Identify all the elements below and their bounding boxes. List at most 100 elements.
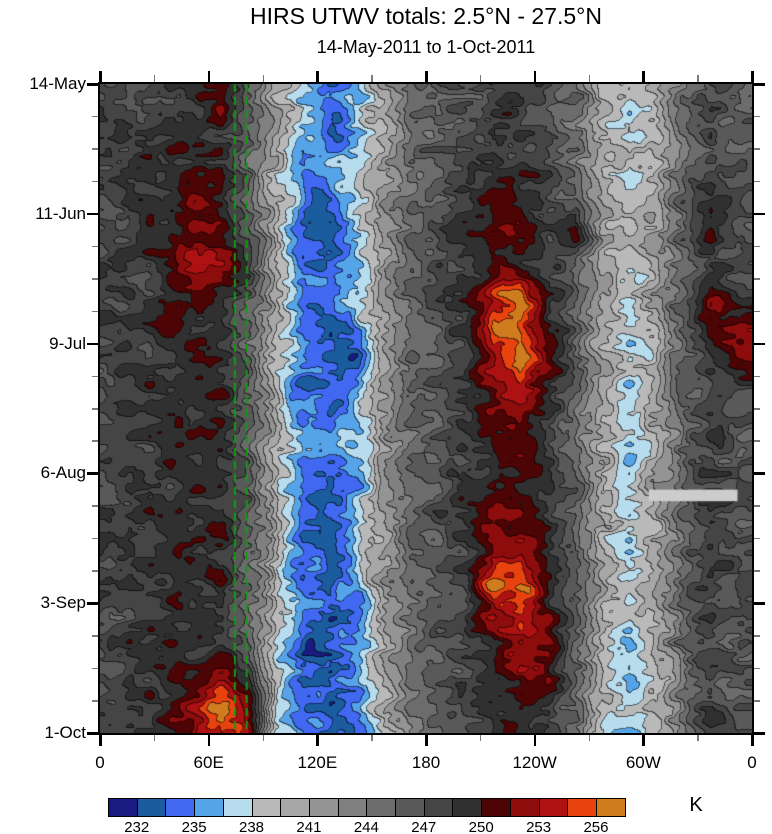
y-minor-tick-right [753,115,760,118]
y-major-tick-left [87,472,98,475]
y-major-tick-right [754,342,765,346]
y-minor-tick-left [92,667,99,670]
x-minor-tick-top [262,75,264,82]
y-minor-tick-right [753,635,760,637]
y-minor-tick-right [753,570,760,572]
x-tick-label: 60W [625,753,661,772]
y-minor-tick-left [92,310,99,313]
x-major-tick-bottom [99,735,102,746]
y-minor-tick-left [92,115,99,118]
x-minor-tick-top [479,75,482,82]
colorbar-tick-label: 256 [583,819,609,834]
x-minor-tick-top [588,75,590,82]
colorbar-segment [395,798,425,817]
y-minor-tick-right [753,667,760,670]
colorbar-segment [481,798,511,817]
x-tick-label: 0 [95,753,105,772]
x-major-tick-bottom [425,735,428,746]
colorbar-segment [137,798,166,817]
y-minor-tick-right [753,278,760,280]
y-major-tick-left [87,83,98,86]
colorbar-unit-label: K [689,794,703,816]
x-tick-label: 60E [193,753,224,772]
x-minor-tick-bottom [588,734,590,741]
y-major-tick-right [754,602,765,605]
colorbar-tick-label: 247 [411,819,437,834]
x-minor-tick-bottom [153,734,156,741]
colorbar-tick-label: 250 [468,819,494,834]
colorbar-tick-label: 238 [239,819,265,834]
x-major-tick-top [316,71,319,82]
y-major-tick-right [754,212,765,216]
colorbar-tick-label: 244 [353,819,379,834]
colorbar-segment [223,798,253,817]
colorbar-segment [567,798,597,817]
x-major-tick-top [751,71,754,82]
y-minor-tick-left [92,700,99,702]
y-minor-tick-right [753,440,760,442]
y-minor-tick-left [92,505,99,507]
y-minor-tick-right [753,180,760,183]
y-minor-tick-left [92,180,99,183]
y-minor-tick-right [753,245,760,248]
y-minor-tick-left [92,635,99,637]
y-minor-tick-left [92,278,99,280]
x-minor-tick-top [697,75,699,82]
colorbar-segment [108,798,138,817]
x-major-tick-bottom [533,735,537,746]
chart-title: HIRS UTWV totals: 2.5°N - 27.5°N [250,3,602,29]
y-tick-label: 3-Sep [40,593,86,613]
y-major-tick-right [754,732,765,735]
colorbar-segment [452,798,482,817]
y-minor-tick-left [92,537,99,540]
y-tick-label: 1-Oct [44,723,86,742]
x-minor-tick-top [371,75,373,82]
colorbar-tick-label: 235 [181,819,207,834]
y-minor-tick-right [753,505,760,507]
y-tick-label: 14-May [29,74,86,93]
y-major-tick-left [87,732,98,735]
x-major-tick-top [207,71,211,82]
y-minor-tick-left [92,148,99,150]
x-tick-label: 180 [411,753,441,772]
x-major-tick-bottom [316,735,319,746]
colorbar-tick-label: 232 [124,819,150,834]
y-major-tick-left [87,212,98,216]
x-major-tick-top [99,71,102,82]
colorbar-segment [596,798,626,817]
x-tick-label: 0 [747,753,757,772]
x-major-tick-top [425,71,428,82]
x-major-tick-bottom [751,735,754,746]
y-minor-tick-right [753,148,760,150]
colorbar-segment [539,798,568,817]
colorbar-tick-label: 253 [526,819,552,834]
x-minor-tick-bottom [697,734,699,741]
y-minor-tick-left [92,408,99,410]
x-tick-label: 120W [512,753,557,772]
colorbar-segment [165,798,195,817]
colorbar-segment [338,798,367,817]
colorbar-segment [252,798,281,817]
x-major-tick-bottom [642,735,645,746]
y-minor-tick-right [753,375,760,378]
y-minor-tick-left [92,440,99,442]
colorbar-segment [309,798,339,817]
y-major-tick-left [87,342,98,346]
y-tick-label: 6-Aug [40,463,86,483]
x-minor-tick-top [153,75,156,82]
hovmoller-plot-canvas [100,84,752,733]
colorbar-segment [366,798,396,817]
y-major-tick-left [87,602,98,605]
x-major-tick-top [533,71,537,82]
y-minor-tick-left [92,570,99,572]
x-major-tick-bottom [207,735,211,746]
chart-subtitle: 14-May-2011 to 1-Oct-2011 [316,37,536,57]
y-major-tick-right [754,83,765,86]
y-tick-label: 11-Jun [35,203,86,223]
y-minor-tick-right [753,700,760,702]
x-tick-label: 120E [297,753,338,772]
colorbar-segment [194,798,224,817]
y-minor-tick-right [753,537,760,540]
x-minor-tick-bottom [262,734,264,741]
